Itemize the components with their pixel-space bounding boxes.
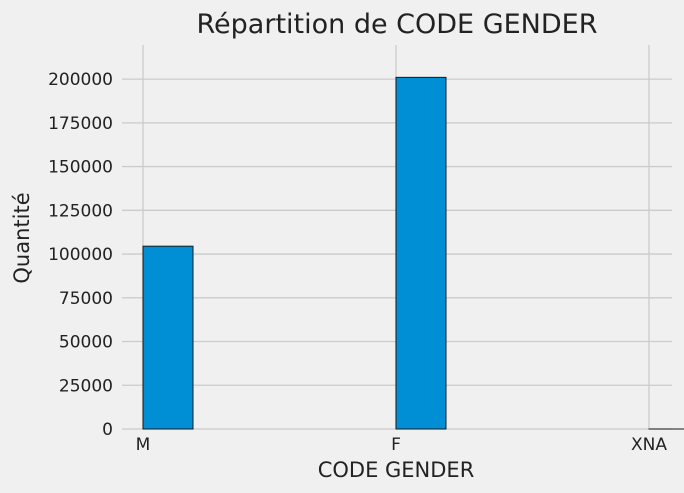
bar-f xyxy=(395,76,447,430)
y-tick-label: 175000 xyxy=(48,114,113,134)
x-tick-label: XNA xyxy=(631,435,667,455)
bar-m xyxy=(142,245,194,430)
chart-title: Répartition de CODE GENDER xyxy=(197,9,598,40)
y-tick-label: 75000 xyxy=(59,289,113,309)
y-tick-label: 50000 xyxy=(59,333,113,353)
y-tick-label: 150000 xyxy=(48,158,113,178)
y-tick-label: 125000 xyxy=(48,201,113,221)
x-tick-labels: M F XNA xyxy=(136,435,668,455)
y-tick-labels: 0 25000 50000 75000 100000 125000 150000 175000… xyxy=(48,70,113,440)
x-tick-label: M xyxy=(136,435,151,455)
y-tick-label: 200000 xyxy=(48,70,113,90)
y-tick-label: 0 xyxy=(102,420,113,440)
bars xyxy=(142,76,684,430)
y-tick-label: 25000 xyxy=(59,376,113,396)
x-axis-label: CODE GENDER xyxy=(318,458,475,482)
x-tick-label: F xyxy=(391,435,401,455)
y-tick-label: 100000 xyxy=(48,245,113,265)
y-axis-label: Quantité xyxy=(10,192,34,283)
